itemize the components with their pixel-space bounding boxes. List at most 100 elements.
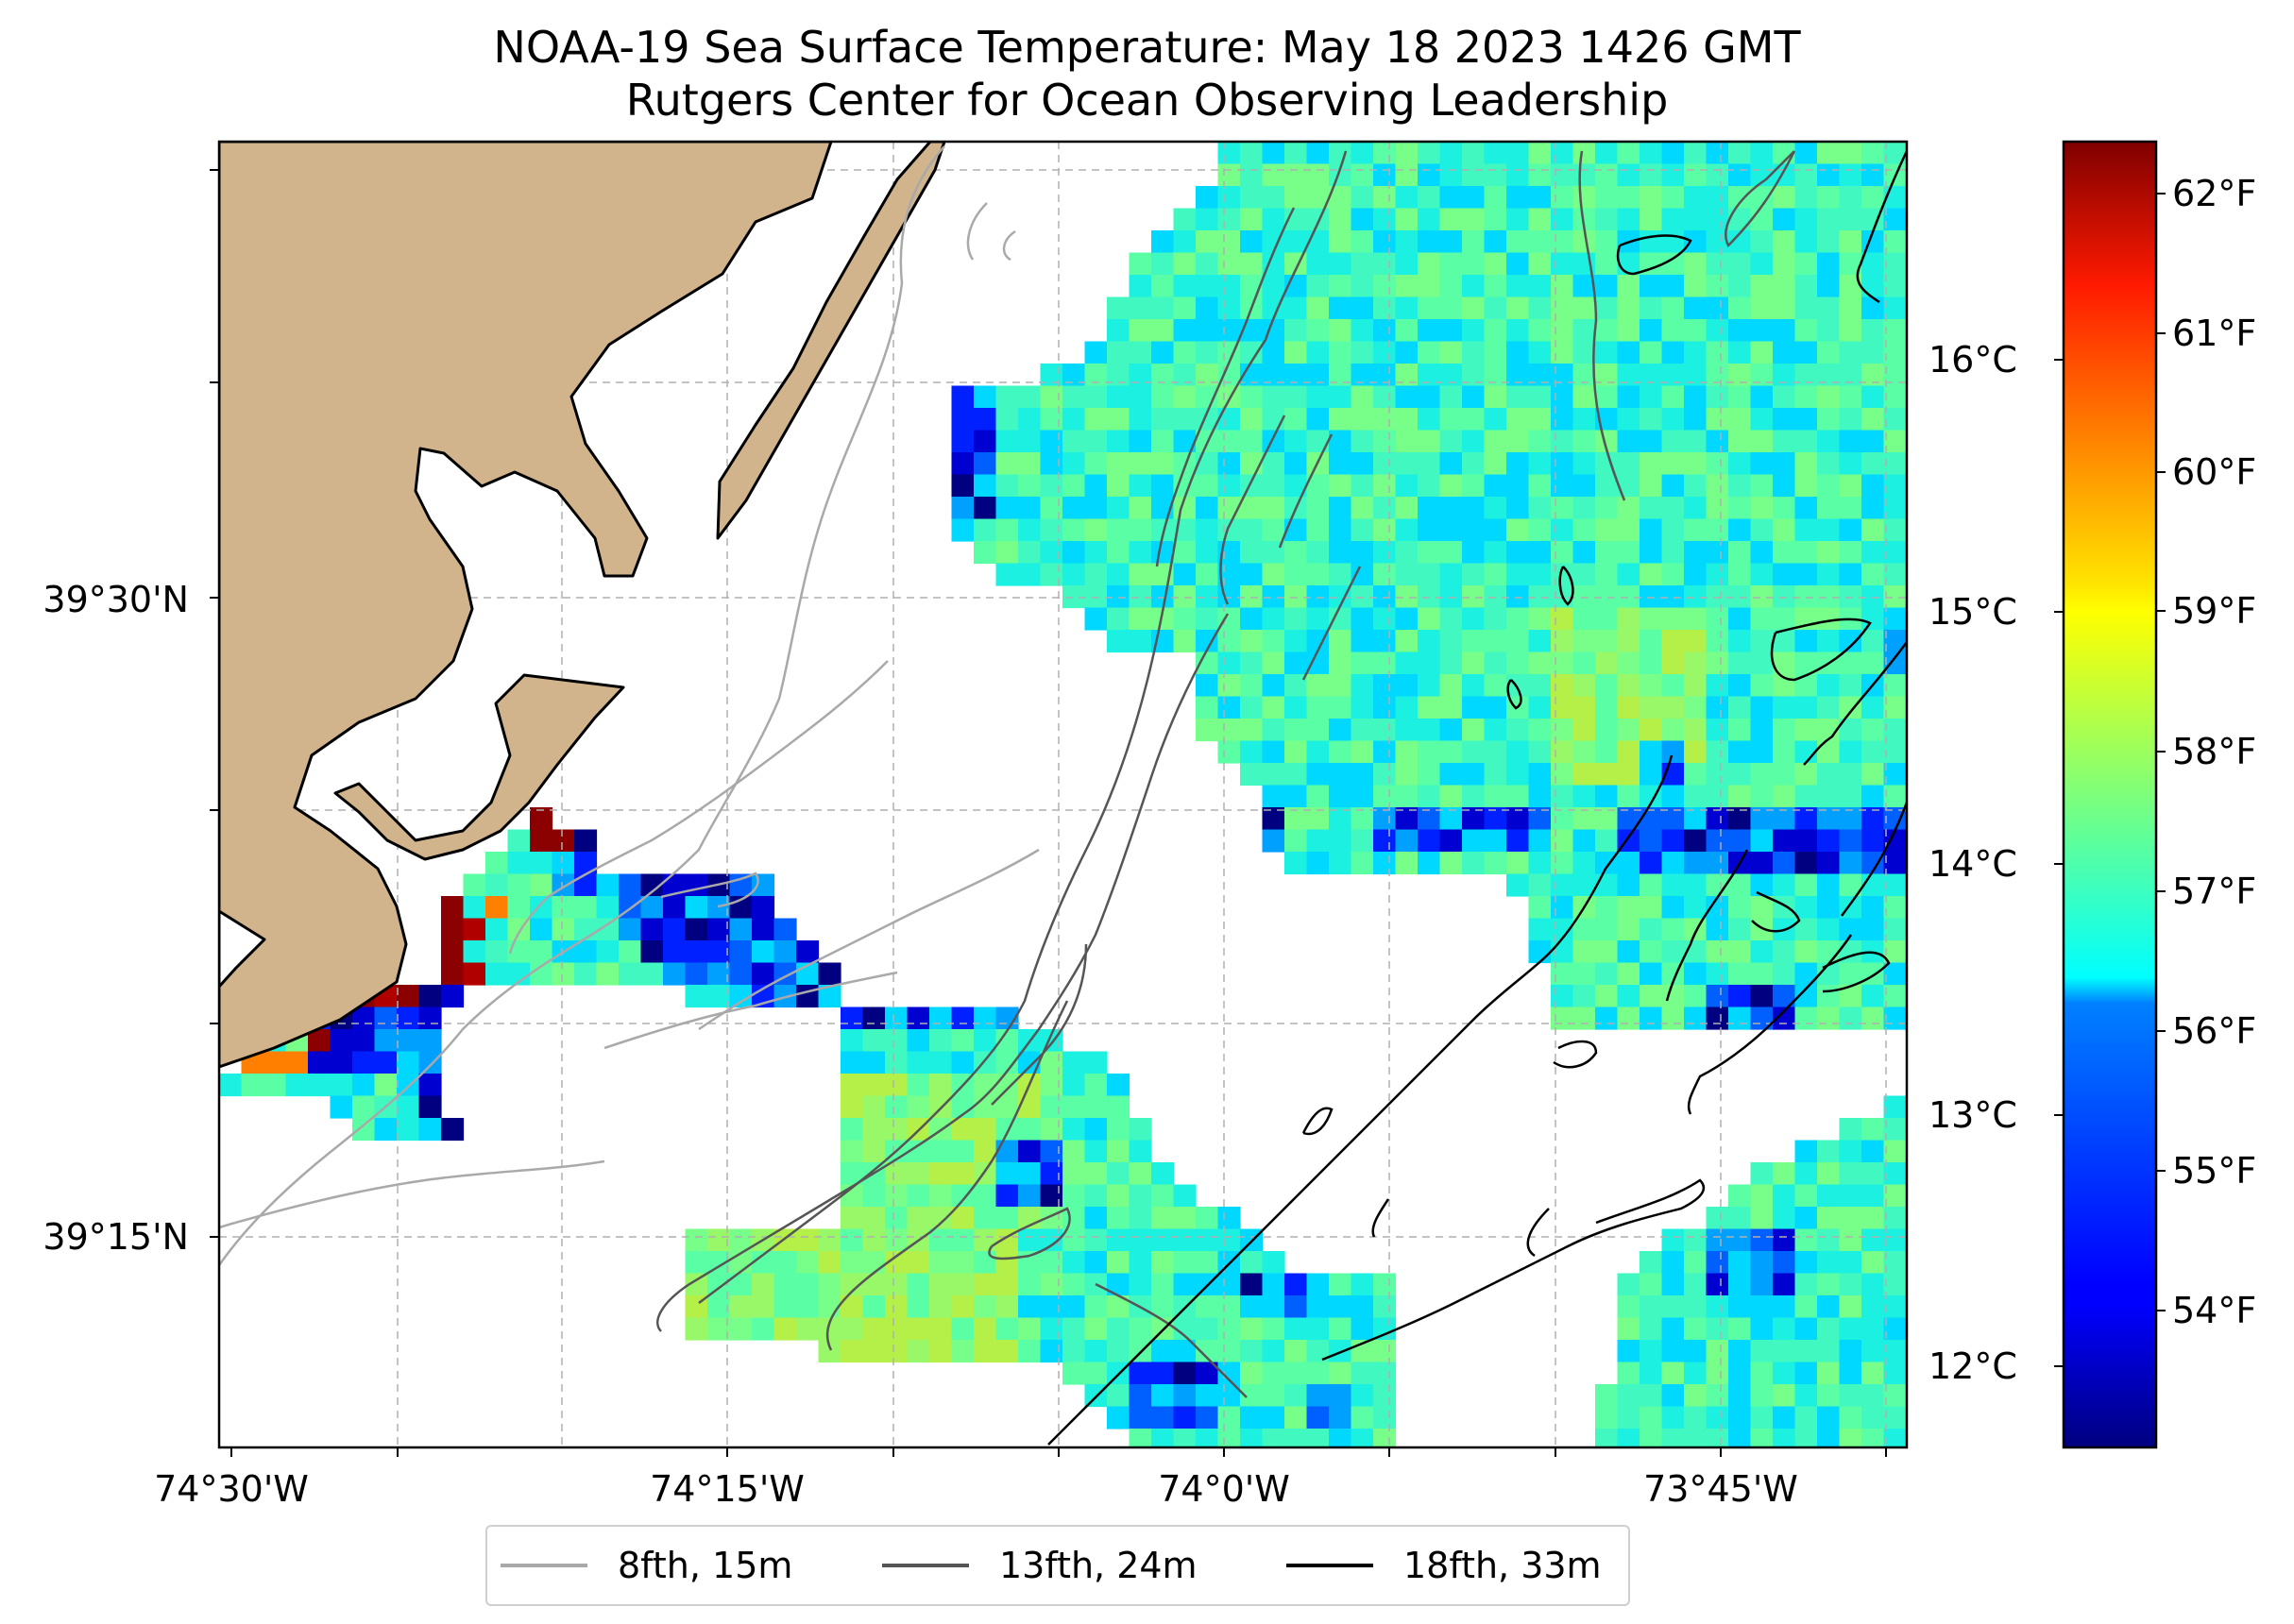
sst-pixel — [1262, 208, 1285, 231]
sst-pixel — [1351, 1317, 1374, 1341]
sst-pixel — [1484, 696, 1507, 719]
sst-pixel — [1684, 1406, 1708, 1429]
sst-pixel — [1528, 275, 1552, 298]
sst-pixel — [1506, 296, 1530, 320]
sst-pixel — [1750, 408, 1774, 431]
sst-pixel — [1817, 740, 1841, 764]
sst-pixel — [1861, 1362, 1885, 1385]
sst-pixel — [1196, 1406, 1219, 1429]
sst-pixel — [1661, 142, 1685, 165]
sst-pixel — [1528, 896, 1552, 920]
sst-pixel — [1794, 1184, 1818, 1208]
sst-pixel — [885, 1007, 909, 1030]
sst-pixel — [1595, 962, 1619, 986]
sst-pixel — [1329, 1317, 1352, 1341]
sst-pixel — [1018, 563, 1042, 586]
sst-pixel — [308, 1051, 331, 1074]
sst-pixel — [1861, 651, 1885, 675]
sst-pixel — [441, 918, 465, 941]
sst-pixel — [1418, 696, 1441, 719]
sst-pixel — [1728, 1429, 1752, 1447]
sst-pixel — [1418, 385, 1441, 409]
sst-pixel — [1861, 474, 1885, 498]
sst-pixel — [1418, 252, 1441, 276]
sst-pixel — [1062, 1362, 1086, 1385]
sst-pixel — [1129, 630, 1152, 653]
sst-pixel — [1640, 829, 1663, 853]
sst-pixel — [1773, 474, 1796, 498]
sst-pixel — [1151, 1340, 1175, 1363]
sst-pixel — [1040, 1140, 1063, 1163]
sst-pixel — [1439, 719, 1463, 742]
sst-pixel — [1817, 1007, 1841, 1030]
sst-pixel — [974, 1340, 997, 1363]
sst-pixel — [1373, 142, 1397, 165]
sst-pixel — [1640, 1406, 1663, 1429]
sst-pixel — [418, 1029, 442, 1053]
sst-pixel — [1706, 651, 1729, 675]
sst-pixel — [1794, 563, 1818, 586]
sst-pixel — [1684, 1362, 1708, 1385]
sst-pixel — [1240, 651, 1264, 675]
sst-pixel — [1040, 1095, 1063, 1119]
sst-pixel — [1706, 1228, 1729, 1252]
sst-pixel — [974, 541, 997, 565]
sst-pixel — [1129, 252, 1152, 276]
sst-pixel — [1196, 607, 1219, 631]
sst-pixel — [951, 385, 975, 409]
sst-pixel — [1728, 518, 1752, 542]
sst-pixel — [1617, 674, 1640, 698]
sst-pixel — [773, 1251, 797, 1275]
sst-pixel — [1617, 319, 1640, 343]
sst-pixel — [1661, 518, 1685, 542]
sst-pixel — [1817, 763, 1841, 787]
sst-pixel — [1062, 385, 1086, 409]
sst-pixel — [441, 896, 465, 920]
sst-pixel — [1661, 1384, 1685, 1408]
sst-pixel — [1706, 186, 1729, 210]
sst-pixel — [1773, 1429, 1796, 1447]
sst-pixel — [929, 1051, 953, 1074]
sst-pixel — [1084, 607, 1108, 631]
sst-pixel — [1661, 296, 1685, 320]
sst-pixel — [1418, 785, 1441, 808]
sst-pixel — [1883, 1429, 1907, 1447]
sst-pixel — [1151, 1162, 1175, 1186]
sst-pixel — [1306, 1362, 1330, 1385]
sst-pixel — [1240, 740, 1264, 764]
sst-pixel — [1351, 1273, 1374, 1296]
sst-pixel — [1196, 1207, 1219, 1230]
sst-pixel — [1839, 829, 1862, 853]
sst-pixel — [862, 1317, 886, 1341]
sst-pixel — [1418, 208, 1441, 231]
sst-pixel — [1728, 918, 1752, 941]
sst-pixel — [1839, 208, 1862, 231]
sst-pixel — [1839, 1429, 1862, 1447]
sst-pixel — [1551, 341, 1574, 364]
sst-pixel — [1062, 1207, 1086, 1230]
sst-pixel — [1684, 873, 1708, 897]
sst-pixel — [1395, 674, 1419, 698]
sst-pixel — [397, 1118, 420, 1142]
sst-pixel — [1173, 1184, 1197, 1208]
sst-pixel — [974, 1118, 997, 1142]
sst-pixel — [1395, 163, 1419, 187]
sst-pixel — [1773, 1251, 1796, 1275]
sst-pixel — [1661, 807, 1685, 831]
sst-pixel — [1107, 585, 1130, 609]
sst-pixel — [1351, 385, 1374, 409]
sst-pixel — [1329, 807, 1352, 831]
sst-pixel — [1661, 385, 1685, 409]
sst-pixel — [885, 1074, 909, 1097]
sst-pixel — [1883, 341, 1907, 364]
sst-pixel — [1794, 696, 1818, 719]
sst-pixel — [1817, 873, 1841, 897]
sst-pixel — [1817, 563, 1841, 586]
sst-pixel — [862, 1184, 886, 1208]
sst-pixel — [1329, 674, 1352, 698]
sst-pixel — [1839, 630, 1862, 653]
sst-pixel — [1484, 585, 1507, 609]
sst-pixel — [729, 1295, 753, 1319]
sst-pixel — [1750, 962, 1774, 986]
contour-18fth — [1047, 150, 1907, 1446]
